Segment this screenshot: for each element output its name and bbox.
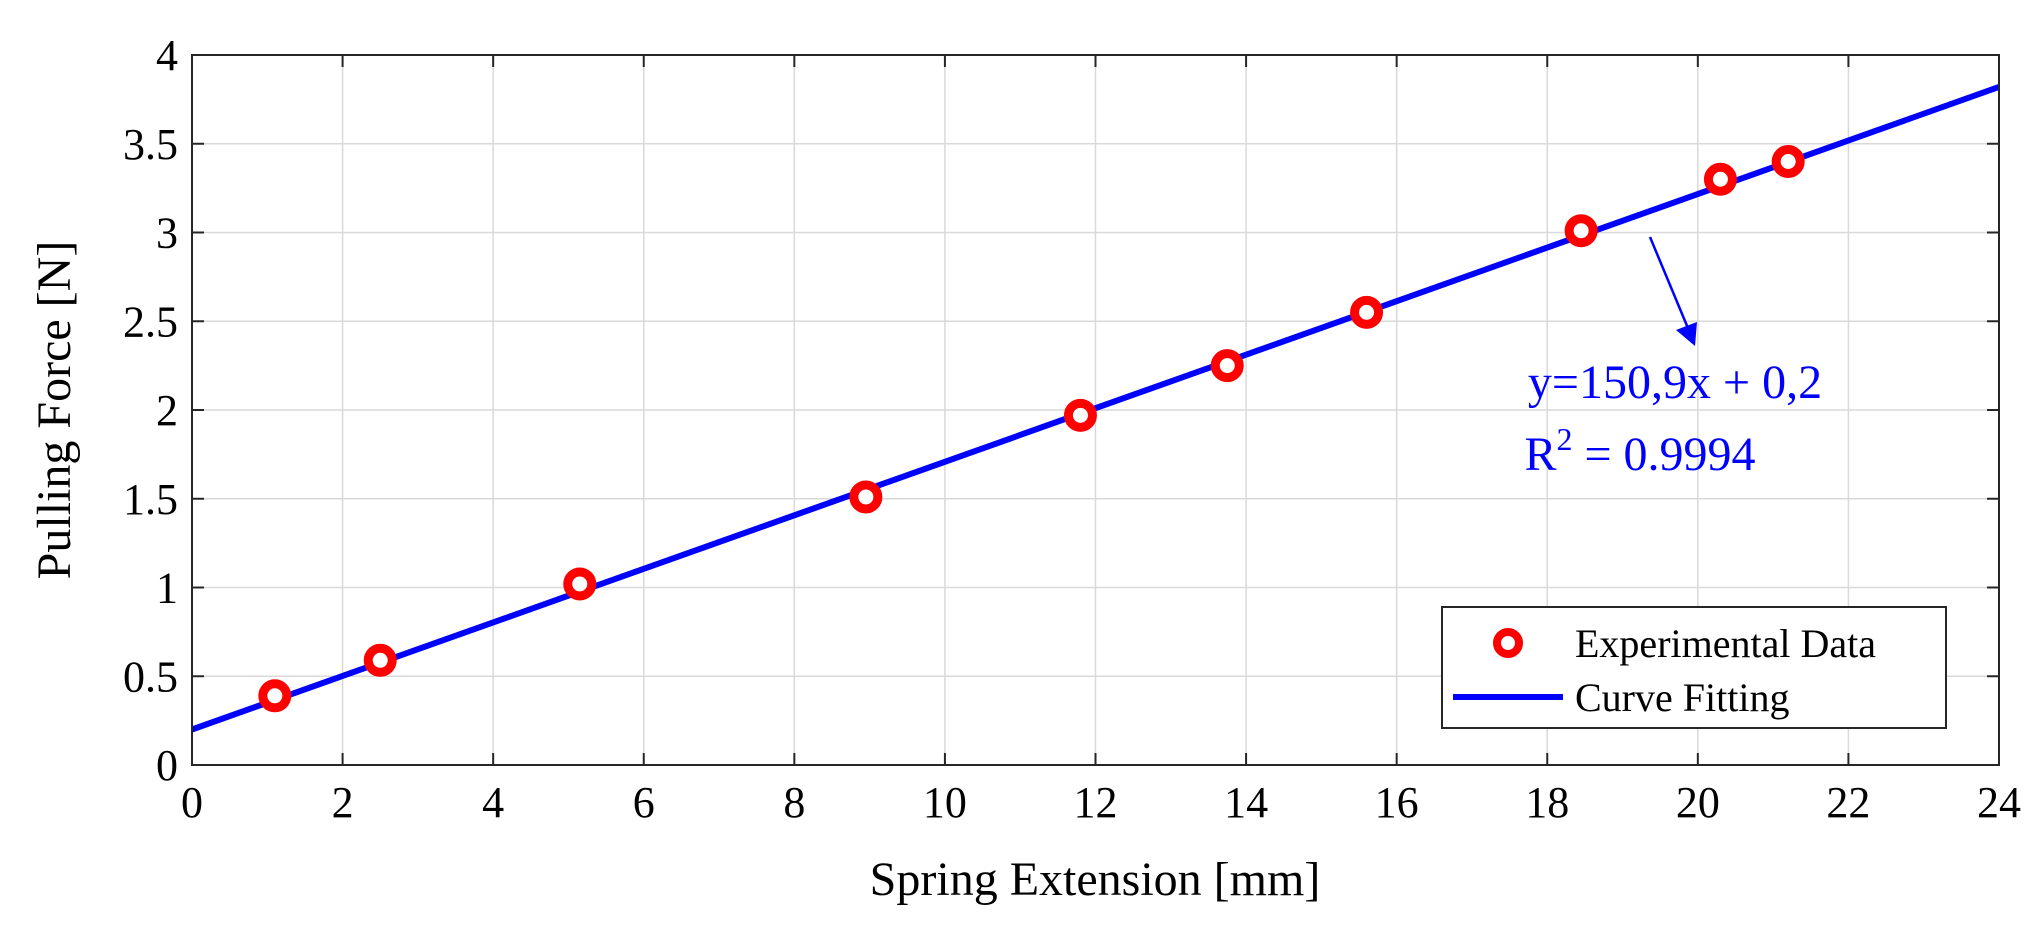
curve-fitting-line bbox=[190, 84, 2001, 733]
x-tick-label: 10 bbox=[923, 778, 967, 827]
r-squared-text: R2 = 0.9994 bbox=[1524, 421, 1755, 481]
x-tick-label: 20 bbox=[1676, 778, 1720, 827]
experimental-data-point bbox=[1564, 214, 1598, 248]
experimental-data-series bbox=[258, 145, 1805, 713]
legend: Experimental Data Curve Fitting bbox=[1441, 606, 1947, 729]
y-tick-label: 2 bbox=[156, 386, 178, 435]
experimental-data-point bbox=[258, 679, 292, 713]
y-tick-label: 0 bbox=[156, 741, 178, 790]
y-tick-label: 4 bbox=[156, 31, 178, 80]
experimental-data-point bbox=[1703, 162, 1737, 196]
x-axis-label: Spring Extension [mm] bbox=[870, 853, 1321, 906]
r-superscript: 2 bbox=[1556, 421, 1572, 457]
experimental-data-point bbox=[1350, 295, 1384, 329]
legend-label-experimental-data: Experimental Data bbox=[1575, 621, 1876, 666]
legend-box bbox=[1441, 606, 1947, 729]
experimental-data-point bbox=[1771, 145, 1805, 178]
y-tick-label: 0.5 bbox=[123, 652, 178, 701]
x-tick-label: 4 bbox=[482, 778, 504, 827]
fit-equation-annotation: y=150,9x + 0,2 R2 = 0.9994 bbox=[1524, 236, 1822, 481]
x-tick-label: 6 bbox=[633, 778, 655, 827]
y-tick-label: 1.5 bbox=[123, 475, 178, 524]
experimental-data-point bbox=[563, 567, 597, 601]
annotation-arrow-shaft bbox=[1648, 236, 1692, 334]
curve-fitting-series bbox=[190, 84, 2001, 733]
x-tick-label: 16 bbox=[1375, 778, 1419, 827]
legend-marker-experimental-data bbox=[1493, 628, 1523, 658]
y-tick-label: 3.5 bbox=[123, 120, 178, 169]
annotation-arrowhead bbox=[1676, 322, 1697, 346]
y-axis-label: Pulling Force [N] bbox=[28, 241, 81, 580]
y-tick-label: 1 bbox=[156, 564, 178, 613]
y-tick-label: 3 bbox=[156, 209, 178, 258]
x-tick-label: 0 bbox=[181, 778, 203, 827]
x-tick-label: 14 bbox=[1224, 778, 1268, 827]
r-value: = 0.9994 bbox=[1572, 428, 1755, 481]
experimental-data-point bbox=[1063, 398, 1097, 432]
x-tick-label: 8 bbox=[783, 778, 805, 827]
experimental-data-point bbox=[1210, 349, 1244, 383]
y-tick-label: 2.5 bbox=[123, 297, 178, 346]
x-tick-label: 24 bbox=[1977, 778, 2021, 827]
x-tick-label: 12 bbox=[1074, 778, 1118, 827]
experimental-data-point bbox=[363, 643, 397, 677]
legend-label-curve-fitting: Curve Fitting bbox=[1575, 675, 1789, 720]
x-tick-label: 22 bbox=[1826, 778, 1870, 827]
fit-equation-text: y=150,9x + 0,2 bbox=[1528, 356, 1822, 409]
r-label: R bbox=[1524, 428, 1556, 481]
x-tick-label: 2 bbox=[332, 778, 354, 827]
x-tick-label: 18 bbox=[1525, 778, 1569, 827]
experimental-data-point bbox=[849, 480, 883, 514]
